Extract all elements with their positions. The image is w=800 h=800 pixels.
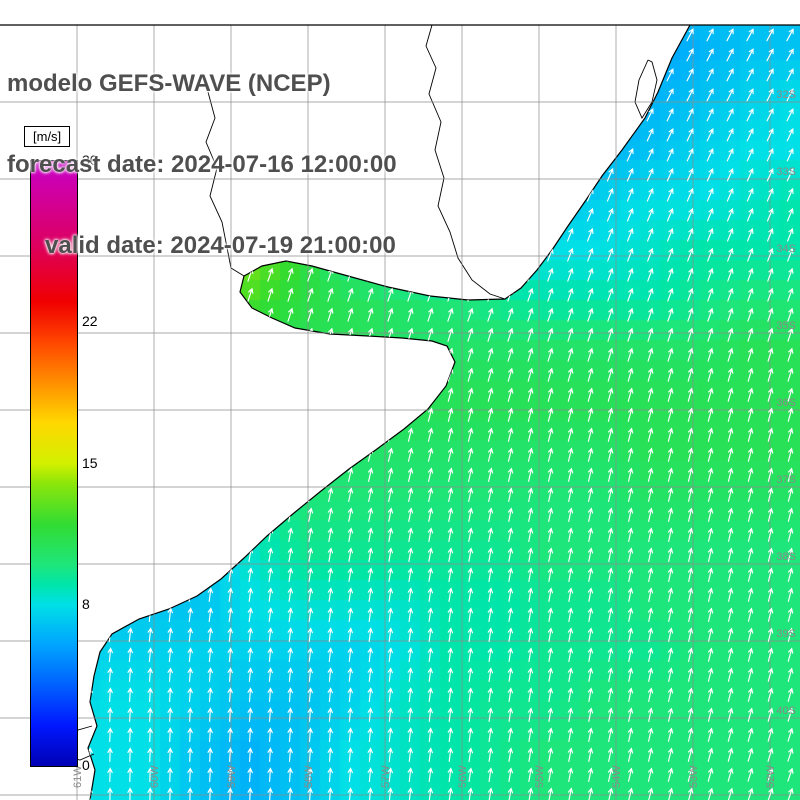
colorbar-tick-label: 22 <box>82 313 98 330</box>
colorbar-unit-label: [m/s] <box>24 126 71 147</box>
colorbar-tick-label: 0 <box>82 757 90 773</box>
lat-label: 34S <box>776 243 796 255</box>
lon-label: 58W <box>303 765 315 788</box>
land-polygon <box>0 25 690 800</box>
lat-label: 38S <box>776 551 796 563</box>
colorbar-tick-label: 8 <box>82 595 90 612</box>
lat-label: 40S <box>776 705 796 717</box>
lon-label: 56W <box>457 765 469 788</box>
lon-label: 61W <box>72 765 84 788</box>
colorbar-tick-label: 15 <box>82 454 98 471</box>
lon-label: 57W <box>380 765 392 788</box>
colorbar-gradient <box>30 160 78 767</box>
border-line <box>634 59 658 119</box>
lon-label: 52W <box>765 765 777 788</box>
lon-label: 53W <box>688 765 700 788</box>
lon-label: 54W <box>611 765 623 788</box>
border-line <box>205 91 245 277</box>
lat-label: 35S <box>776 320 796 332</box>
lat-label: 37S <box>776 474 796 486</box>
colorbar-tick-label: 30 <box>82 152 98 168</box>
forecast-header: modelo GEFS-WAVE (NCEP) forecast date: 2… <box>7 16 397 313</box>
model-title: modelo GEFS-WAVE (NCEP) <box>7 70 331 97</box>
lat-label: 39S <box>776 628 796 640</box>
valid-date: valid date: 2024-07-19 21:00:00 <box>45 232 396 259</box>
coastline <box>87 24 691 800</box>
lon-label: 59W <box>226 765 238 788</box>
lon-label: 55W <box>534 765 546 788</box>
lat-label: 36S <box>776 397 796 409</box>
border-line <box>425 24 506 300</box>
forecast-date: forecast date: 2024-07-16 12:00:00 <box>7 151 397 178</box>
lat-label: 33S <box>776 166 796 178</box>
lon-label: 60W <box>149 765 161 788</box>
lat-label: 32S <box>776 89 796 101</box>
